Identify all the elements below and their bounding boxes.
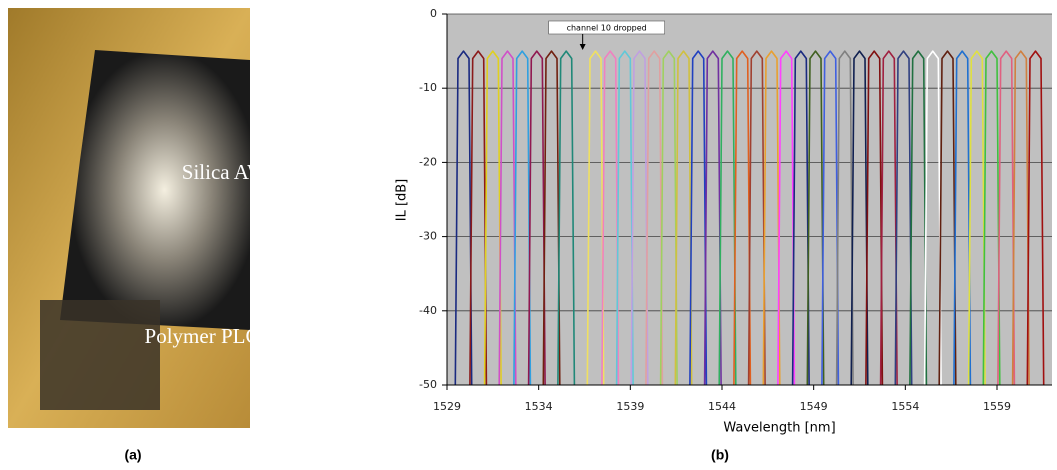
channel-line: [982, 50, 1001, 386]
channel-line: [586, 50, 605, 386]
channel-line: [557, 50, 576, 386]
channel-line: [967, 50, 986, 386]
channel-line: [659, 50, 678, 386]
channel-line: [630, 50, 649, 386]
channel-line: [483, 50, 502, 386]
channel-line: [865, 50, 884, 386]
channel-line: [454, 50, 473, 386]
annotation: channel 10 dropped: [567, 24, 647, 33]
channel-line: [689, 50, 708, 386]
x-axis-label: Wavelength [nm]: [723, 421, 835, 436]
channel-line: [894, 50, 913, 386]
channel-line: [498, 50, 517, 386]
channel-line: [615, 50, 634, 386]
y-axis-label: IL [dB]: [395, 179, 410, 222]
y-tick-label: -40: [419, 304, 437, 317]
x-tick-label: 1549: [800, 400, 828, 413]
channel-line: [733, 50, 752, 386]
channel-line: [821, 50, 840, 386]
x-tick-label: 1544: [708, 400, 736, 413]
channel-line: [645, 50, 664, 386]
photo: Silica AWG Polymer PLC: [8, 8, 282, 428]
x-tick-label: 1529: [433, 400, 461, 413]
y-tick-label: -20: [419, 155, 437, 168]
channel-line: [601, 50, 620, 386]
photo-label: Silica AWG: [182, 160, 282, 184]
channel-line: [777, 50, 796, 386]
channel-line: [762, 50, 781, 386]
channel-line: [469, 50, 488, 386]
y-tick-label: -30: [419, 230, 437, 243]
x-tick-label: 1539: [616, 400, 644, 413]
channel-line: [747, 50, 766, 386]
channel-line: [879, 50, 898, 386]
channel-line: [909, 50, 928, 386]
channel-line: [1026, 50, 1045, 386]
caption: (b): [711, 447, 729, 463]
channel-line: [542, 50, 561, 386]
chip: [60, 50, 250, 330]
caption: (a): [124, 447, 141, 463]
annotation-box: [548, 20, 665, 35]
channel-line: [850, 50, 869, 386]
annotation-arrowhead: [579, 44, 586, 50]
channel-line: [1011, 50, 1030, 386]
channel-line: [718, 50, 737, 386]
channel-line: [806, 50, 825, 386]
x-tick-label: 1559: [983, 400, 1011, 413]
channel-line: [953, 50, 972, 386]
channel-line: [923, 50, 942, 386]
channel-line: [703, 50, 722, 386]
channel-line: [997, 50, 1016, 386]
channel-line: [791, 50, 810, 386]
photo-label: Polymer PLC: [145, 324, 260, 348]
x-tick-label: 1534: [525, 400, 553, 413]
y-tick-label: 0: [430, 7, 437, 20]
connector: [40, 300, 160, 410]
channel-line: [527, 50, 546, 386]
y-tick-label: -50: [419, 378, 437, 391]
x-tick-label: 1554: [891, 400, 919, 413]
channel-line: [835, 50, 854, 386]
chart: -50 -40 -30 -20 -10 0 1529 1534 1539 1544 1549 1554…: [395, 7, 1052, 463]
channel-line: [674, 50, 693, 386]
y-tick-label: -10: [419, 81, 437, 94]
channel-line: [513, 50, 532, 386]
channel-line: [938, 50, 957, 386]
